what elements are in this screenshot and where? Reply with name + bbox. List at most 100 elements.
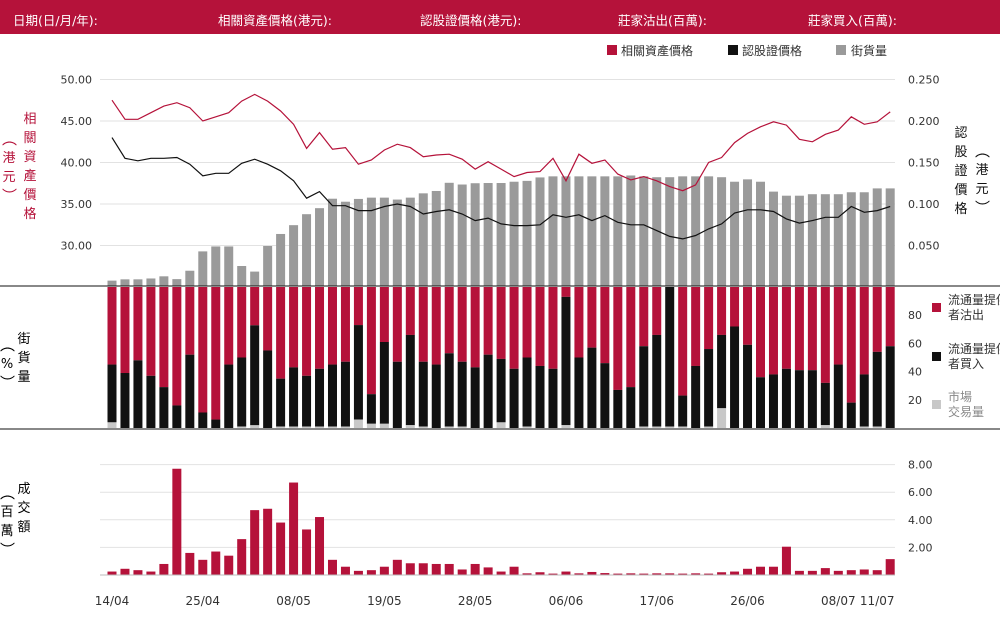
lp-sell-bar — [522, 287, 532, 358]
outstanding-bar — [302, 214, 312, 286]
outstanding-bar — [756, 181, 765, 286]
lp-buy-bar — [859, 374, 869, 427]
lp-sell-bar — [211, 287, 221, 420]
lp-buy-bar — [250, 325, 260, 426]
legend-swatch-market — [932, 400, 941, 409]
lp-buy-bar — [366, 394, 376, 424]
turnover-bar — [548, 573, 558, 575]
lp-buy-bar — [807, 370, 817, 428]
outstanding-bar — [652, 177, 662, 286]
lp-sell-bar — [548, 287, 558, 369]
outstanding-bar — [107, 280, 117, 286]
lp-sell-bar — [743, 287, 753, 345]
turnover-bar — [833, 570, 843, 575]
lp-sell-bar — [587, 287, 597, 348]
lp-sell-bar — [846, 287, 856, 403]
legend-label-outstanding: 街貨量 — [851, 43, 887, 58]
lp-buy-bar — [133, 360, 143, 428]
outstanding-bar — [392, 199, 402, 286]
x-tick-label: 08/07 — [821, 594, 856, 608]
lp-sell-bar — [315, 287, 325, 369]
left-axis-unit: ︵ 港元 ︶ — [2, 130, 18, 205]
outstanding-bar — [743, 179, 753, 286]
legend-label-lp-sell: 流通量提供者沽出 — [948, 292, 1000, 322]
underlying-price-line — [111, 93, 891, 192]
turnover-bar — [224, 555, 234, 575]
turnover-bar — [405, 563, 415, 575]
x-tick-label: 19/05 — [367, 594, 402, 608]
outstanding-bar — [366, 197, 376, 286]
outstanding-bar — [133, 279, 143, 286]
x-tick-label: 08/05 — [276, 594, 311, 608]
outstanding-bar — [315, 208, 325, 286]
lp-buy-bar — [548, 368, 558, 428]
outstanding-bar — [146, 278, 156, 286]
outstanding-bar — [665, 177, 675, 286]
turnover-bar — [807, 570, 817, 575]
lp-buy-bar — [574, 357, 584, 428]
lp-sell-bar — [263, 287, 273, 351]
turnover-bar — [587, 571, 597, 575]
lp-sell-bar — [444, 287, 454, 354]
lp-sell-bar — [457, 287, 467, 362]
lp-buy-bar — [405, 334, 415, 426]
lp-buy-bar — [704, 349, 714, 427]
lp-sell-bar — [613, 287, 623, 390]
lp-sell-bar — [185, 287, 195, 355]
turnover-bar — [172, 468, 182, 575]
turnover-bar — [600, 573, 610, 575]
x-tick-label: 25/04 — [185, 594, 220, 608]
turnover-bar — [639, 573, 649, 575]
lp-buy-bar — [159, 387, 169, 428]
lp-sell-bar — [496, 287, 506, 359]
lp-buy-bar — [146, 375, 156, 428]
outstanding-bar — [885, 188, 895, 286]
outstanding-bar — [730, 181, 740, 286]
lp-buy-bar — [756, 377, 765, 428]
lp-buy-bar — [678, 395, 688, 427]
legend-swatch-underlying — [607, 45, 617, 55]
outstanding-bar — [250, 271, 260, 286]
lp-buy-bar — [289, 367, 299, 427]
lp-buy-bar — [457, 361, 467, 427]
turnover-bar — [665, 573, 675, 575]
lp-sell-bar — [327, 287, 337, 365]
outstanding-bar — [340, 201, 350, 286]
turnover-bar — [107, 571, 117, 575]
lp-sell-bar — [872, 287, 882, 352]
outstanding-bar — [820, 194, 830, 286]
lp-buy-bar — [340, 361, 350, 427]
lp-buy-bar — [833, 364, 843, 428]
turnover-bar — [366, 570, 376, 575]
legend-swatch-lp-buy — [932, 352, 941, 361]
lp-buy-bar — [613, 389, 623, 428]
turnover-bar — [730, 571, 740, 575]
lp-sell-bar — [276, 287, 286, 379]
turnover-bar — [392, 559, 402, 575]
outstanding-bar — [418, 193, 428, 286]
legend-label-underlying: 相關資產價格 — [621, 43, 693, 58]
outstanding-bar — [768, 191, 778, 286]
legend-label-market: 市場交易量 — [948, 389, 984, 419]
legend-label-lp-buy: 流通量提供者買入 — [948, 341, 1000, 371]
lp-buy-bar — [431, 364, 441, 428]
lp-buy-bar — [315, 368, 325, 427]
turnover-bar — [289, 482, 299, 575]
outstanding-bar — [846, 192, 856, 286]
market-bar — [418, 426, 428, 428]
turnover-bar — [431, 563, 441, 575]
legend-label-warrant: 認股證價格 — [742, 43, 802, 58]
turnover-bar — [444, 563, 454, 575]
market-bar — [859, 426, 869, 428]
turnover-bar — [613, 573, 623, 575]
left-axis-title-text: 相關資產價格 — [23, 112, 37, 222]
turnover-bar — [379, 566, 389, 575]
outstanding-bar — [185, 270, 195, 286]
lp-sell-bar — [224, 287, 234, 365]
turnover-bar — [704, 573, 714, 575]
lp-sell-bar — [639, 287, 649, 347]
market-bar — [327, 426, 337, 428]
lp-sell-bar — [133, 287, 143, 361]
lp-buy-bar — [120, 373, 130, 428]
turnover-bar — [574, 573, 584, 575]
